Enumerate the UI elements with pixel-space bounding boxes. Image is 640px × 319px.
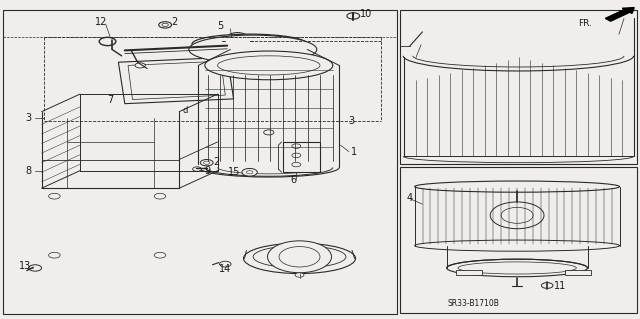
Circle shape — [200, 160, 213, 166]
Text: FR.: FR. — [578, 19, 592, 28]
Ellipse shape — [447, 259, 588, 277]
Circle shape — [216, 59, 227, 64]
Text: 6: 6 — [291, 175, 297, 185]
Text: 2: 2 — [213, 157, 220, 167]
Text: d: d — [183, 106, 188, 115]
Circle shape — [268, 241, 332, 273]
Text: 8: 8 — [26, 166, 32, 176]
FancyArrow shape — [605, 8, 634, 21]
Circle shape — [501, 207, 533, 223]
Text: 13: 13 — [19, 261, 31, 271]
Text: 1: 1 — [351, 146, 357, 157]
Bar — [283, 142, 320, 172]
Text: 12: 12 — [95, 17, 107, 27]
Bar — [456, 270, 482, 275]
Circle shape — [29, 265, 42, 271]
Circle shape — [227, 33, 248, 43]
Circle shape — [242, 168, 257, 176]
Ellipse shape — [415, 181, 620, 192]
Text: 2: 2 — [171, 17, 177, 27]
Bar — [225, 38, 250, 53]
Circle shape — [347, 13, 360, 19]
Text: 3: 3 — [348, 116, 355, 126]
Circle shape — [541, 283, 553, 288]
Circle shape — [490, 202, 544, 229]
Circle shape — [264, 130, 274, 135]
Bar — [3, 10, 397, 314]
Text: 9: 9 — [205, 166, 211, 176]
Text: 3: 3 — [26, 113, 32, 123]
Text: 7: 7 — [108, 95, 114, 106]
Ellipse shape — [244, 243, 356, 274]
Circle shape — [49, 193, 60, 199]
Bar — [400, 10, 637, 164]
Circle shape — [154, 193, 166, 199]
Circle shape — [295, 273, 304, 277]
Ellipse shape — [189, 35, 317, 64]
Bar — [400, 167, 637, 313]
Circle shape — [154, 252, 166, 258]
Text: 11: 11 — [554, 281, 566, 291]
Text: 10: 10 — [360, 9, 372, 19]
Circle shape — [49, 252, 60, 258]
Circle shape — [159, 22, 172, 28]
Text: 5: 5 — [218, 21, 224, 32]
Text: 14: 14 — [219, 263, 232, 274]
Circle shape — [220, 261, 231, 267]
Circle shape — [193, 167, 202, 171]
Circle shape — [99, 37, 116, 46]
Polygon shape — [118, 57, 234, 104]
Ellipse shape — [205, 51, 333, 80]
Bar — [565, 270, 591, 275]
Text: 4: 4 — [406, 193, 413, 204]
Text: 15: 15 — [228, 167, 240, 177]
Ellipse shape — [192, 34, 307, 54]
Circle shape — [135, 63, 145, 68]
Text: SR33-B1710B: SR33-B1710B — [448, 299, 500, 308]
